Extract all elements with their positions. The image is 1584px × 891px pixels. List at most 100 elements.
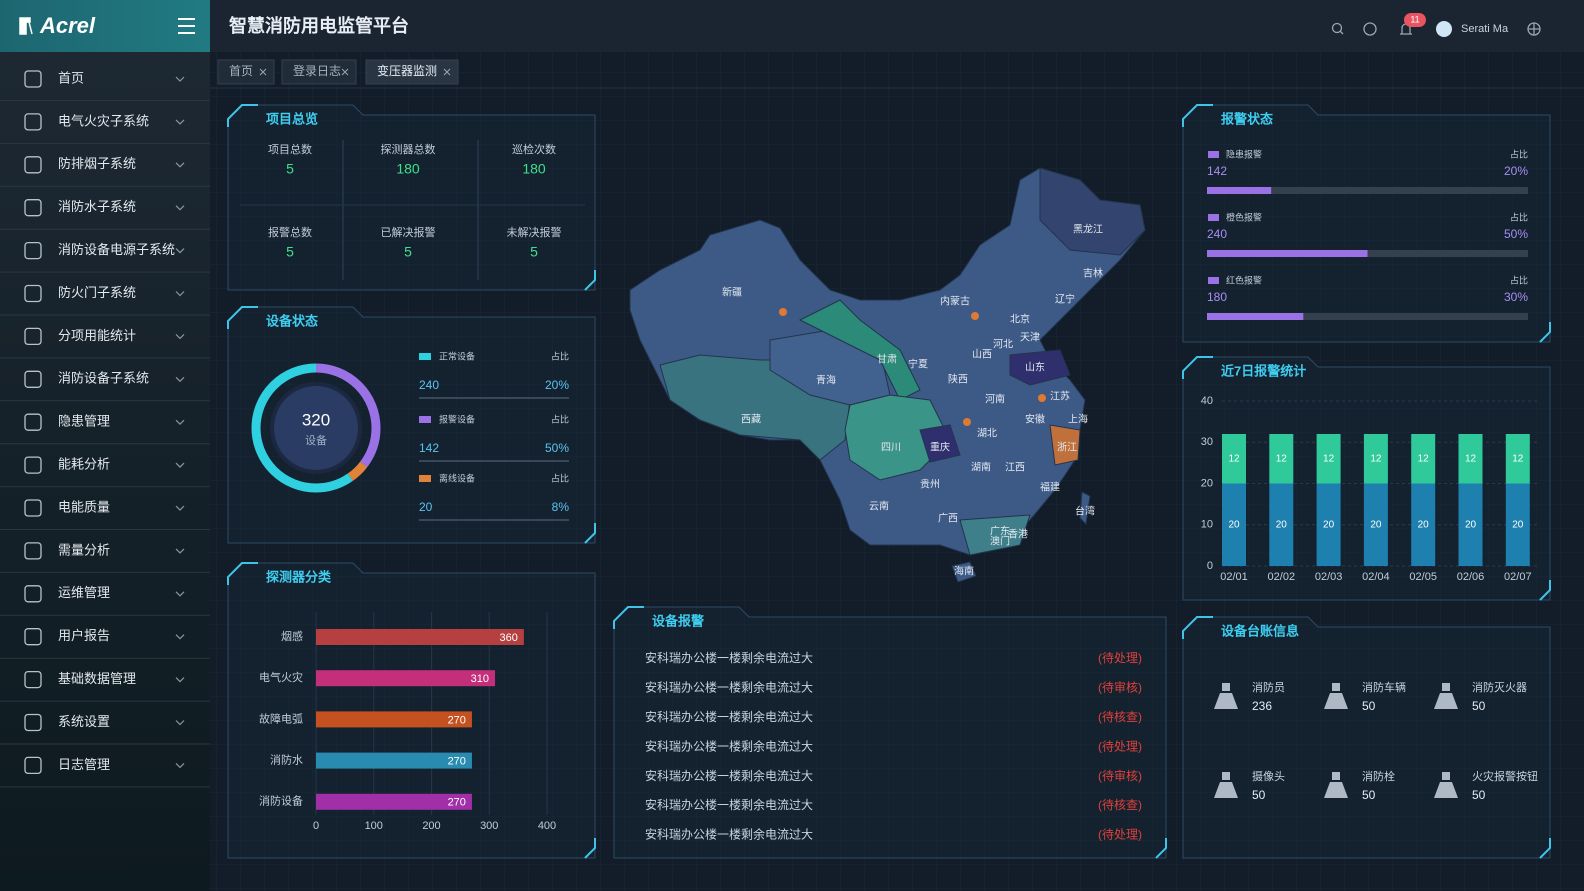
map-label: 宁夏 bbox=[908, 358, 928, 371]
tab-label[interactable]: 变压器监测 bbox=[377, 63, 437, 78]
tab[interactable] bbox=[217, 59, 275, 85]
panel-accent bbox=[227, 562, 258, 585]
alarm-status: (待处理) bbox=[1098, 739, 1142, 753]
map-label: 河南 bbox=[985, 393, 1005, 406]
menu-item[interactable]: 系统设置 bbox=[58, 714, 110, 729]
bar-value-label: 270 bbox=[448, 797, 466, 809]
menu-item[interactable]: 用户报告 bbox=[58, 628, 110, 643]
map-dot bbox=[779, 308, 787, 316]
tab-close[interactable] bbox=[259, 68, 267, 76]
menu-icon bbox=[24, 456, 42, 474]
tab[interactable] bbox=[281, 59, 357, 85]
menu-item[interactable]: 消防设备子系统 bbox=[58, 371, 149, 386]
donut-label: 设备 bbox=[305, 433, 327, 447]
x-tick-label: 0 bbox=[313, 820, 319, 832]
bar bbox=[1222, 483, 1246, 566]
ledger-name: 消防栓 bbox=[1362, 769, 1395, 783]
menu-item[interactable]: 消防水子系统 bbox=[58, 199, 136, 214]
map-region bbox=[919, 424, 961, 463]
alarm-status: (待审核) bbox=[1098, 768, 1142, 783]
bar bbox=[316, 793, 472, 810]
stat-label: 项目总数 bbox=[268, 142, 312, 156]
menu-item[interactable]: 电气火灾子系统 bbox=[58, 113, 149, 128]
notification-badge bbox=[1404, 13, 1426, 27]
help-icon[interactable] bbox=[1363, 22, 1377, 36]
menu-item[interactable]: 首页 bbox=[58, 70, 84, 85]
bar-value-label: 20 bbox=[1276, 519, 1288, 530]
share-title: 占比 bbox=[1510, 148, 1528, 159]
menu-icon bbox=[24, 156, 42, 174]
panel-title: 近7日报警统计 bbox=[1221, 363, 1306, 378]
panel-accent bbox=[1539, 580, 1551, 601]
map-region bbox=[1049, 424, 1081, 466]
stat-value: 5 bbox=[286, 161, 294, 177]
x-tick-label: 02/01 bbox=[1220, 571, 1248, 583]
menu-item[interactable]: 分项用能统计 bbox=[58, 328, 136, 343]
map-dot bbox=[963, 418, 971, 426]
menu-item[interactable]: 日志管理 bbox=[58, 757, 110, 772]
avatar[interactable] bbox=[1436, 21, 1452, 37]
ledger-icon bbox=[1214, 772, 1238, 798]
sidebar bbox=[0, 52, 210, 891]
menu-icon bbox=[24, 370, 42, 388]
bar-value-label: 12 bbox=[1465, 453, 1477, 464]
menu-item[interactable]: 防火门子系统 bbox=[58, 285, 136, 300]
menu-toggle[interactable] bbox=[178, 18, 195, 34]
map-region bbox=[798, 299, 921, 401]
map-region bbox=[951, 561, 977, 583]
map-label: 江苏 bbox=[1050, 390, 1070, 403]
map-label: 香港 bbox=[1008, 529, 1028, 541]
map-label: 青海 bbox=[816, 374, 836, 387]
tab-label[interactable]: 登录日志 bbox=[293, 63, 341, 78]
menu-item[interactable]: 隐患管理 bbox=[58, 414, 110, 429]
tab[interactable] bbox=[365, 59, 459, 85]
language-icon[interactable] bbox=[1527, 22, 1541, 36]
map-label: 重庆 bbox=[930, 441, 950, 454]
menu-item[interactable]: 防排烟子系统 bbox=[58, 156, 136, 171]
menu-item[interactable]: 消防设备电源子系统 bbox=[58, 242, 175, 257]
stat-label: 报警总数 bbox=[268, 225, 312, 239]
map-region bbox=[1079, 491, 1091, 526]
bar bbox=[1411, 434, 1436, 484]
ledger-icon bbox=[1434, 683, 1458, 709]
category-label: 消防设备 bbox=[259, 794, 303, 808]
tab-close[interactable] bbox=[443, 68, 451, 76]
map-label: 天津 bbox=[1020, 332, 1040, 344]
panel-accent bbox=[613, 606, 644, 629]
menu-item[interactable]: 需量分析 bbox=[58, 542, 110, 557]
bar-value-label: 270 bbox=[448, 714, 466, 726]
bar-value-label: 20 bbox=[1323, 519, 1335, 530]
legend-share: 8% bbox=[552, 500, 570, 514]
map-dot bbox=[971, 312, 979, 320]
menu-item[interactable]: 运维管理 bbox=[58, 585, 110, 600]
x-tick-label: 02/05 bbox=[1409, 571, 1437, 583]
panel-accent bbox=[227, 306, 258, 329]
alarm-share: 20% bbox=[1504, 164, 1528, 178]
tab-close[interactable] bbox=[341, 68, 349, 76]
map-label: 吉林 bbox=[1083, 267, 1103, 280]
menu-chevron bbox=[175, 291, 185, 297]
map-label: 云南 bbox=[869, 500, 889, 513]
menu-item[interactable]: 电能质量 bbox=[58, 499, 110, 514]
legend-share: 50% bbox=[545, 441, 569, 455]
search-icon[interactable] bbox=[1331, 22, 1344, 35]
logo-area bbox=[0, 0, 210, 52]
menu-item[interactable]: 能耗分析 bbox=[58, 457, 110, 472]
menu-chevron bbox=[175, 634, 185, 640]
map-region bbox=[959, 514, 1031, 556]
tab-label[interactable]: 首页 bbox=[229, 64, 253, 78]
user-name[interactable]: Serati Ma bbox=[1461, 23, 1509, 35]
ledger-icon bbox=[1214, 683, 1238, 709]
x-tick-label: 200 bbox=[422, 820, 440, 832]
map-label: 广东 bbox=[990, 525, 1010, 538]
menu-item[interactable]: 基础数据管理 bbox=[58, 671, 136, 686]
stat-label: 未解决报警 bbox=[507, 225, 562, 239]
menu-chevron bbox=[175, 591, 185, 597]
map-label: 台湾 bbox=[1075, 505, 1095, 518]
legend-label: 报警设备 bbox=[439, 413, 475, 424]
map-label: 浙江 bbox=[1057, 442, 1077, 454]
map-label: 贵州 bbox=[920, 478, 940, 491]
panel-title: 探测器分类 bbox=[266, 569, 332, 584]
map-label: 新疆 bbox=[722, 286, 742, 299]
category-label: 消防水 bbox=[270, 753, 303, 767]
